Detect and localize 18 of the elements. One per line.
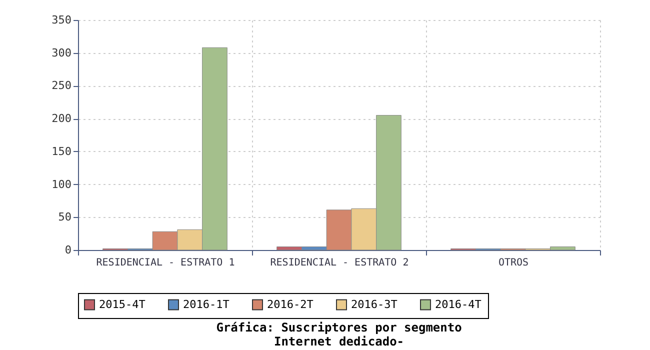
legend-label: 2015-4T xyxy=(99,298,146,311)
legend-label: 2016-2T xyxy=(267,298,314,311)
text: Gráfica: Suscriptores por segmento xyxy=(216,320,462,334)
legend-label: 2016-4T xyxy=(435,298,482,311)
y-tick-label: 50 xyxy=(58,210,72,224)
y-tick-label: 150 xyxy=(52,144,72,158)
legend-label: 2016-1T xyxy=(183,298,230,311)
y-tick-label: 250 xyxy=(52,79,72,92)
text: Internet dedicado- xyxy=(274,334,404,348)
y-tick-label: 200 xyxy=(52,112,72,126)
y-tick-label: 100 xyxy=(52,178,72,191)
x-tick-label: RESIDENCIAL - ESTRATO 1 xyxy=(96,258,235,268)
y-tick-label: 350 xyxy=(52,14,72,26)
x-tick-label: OTROS xyxy=(498,258,529,268)
x-tick-label: RESIDENCIAL - ESTRATO 2 xyxy=(270,258,409,268)
y-tick-label: 300 xyxy=(52,46,72,60)
y-tick-label: 0 xyxy=(64,244,72,256)
legend-label: 2016-3T xyxy=(351,298,398,311)
